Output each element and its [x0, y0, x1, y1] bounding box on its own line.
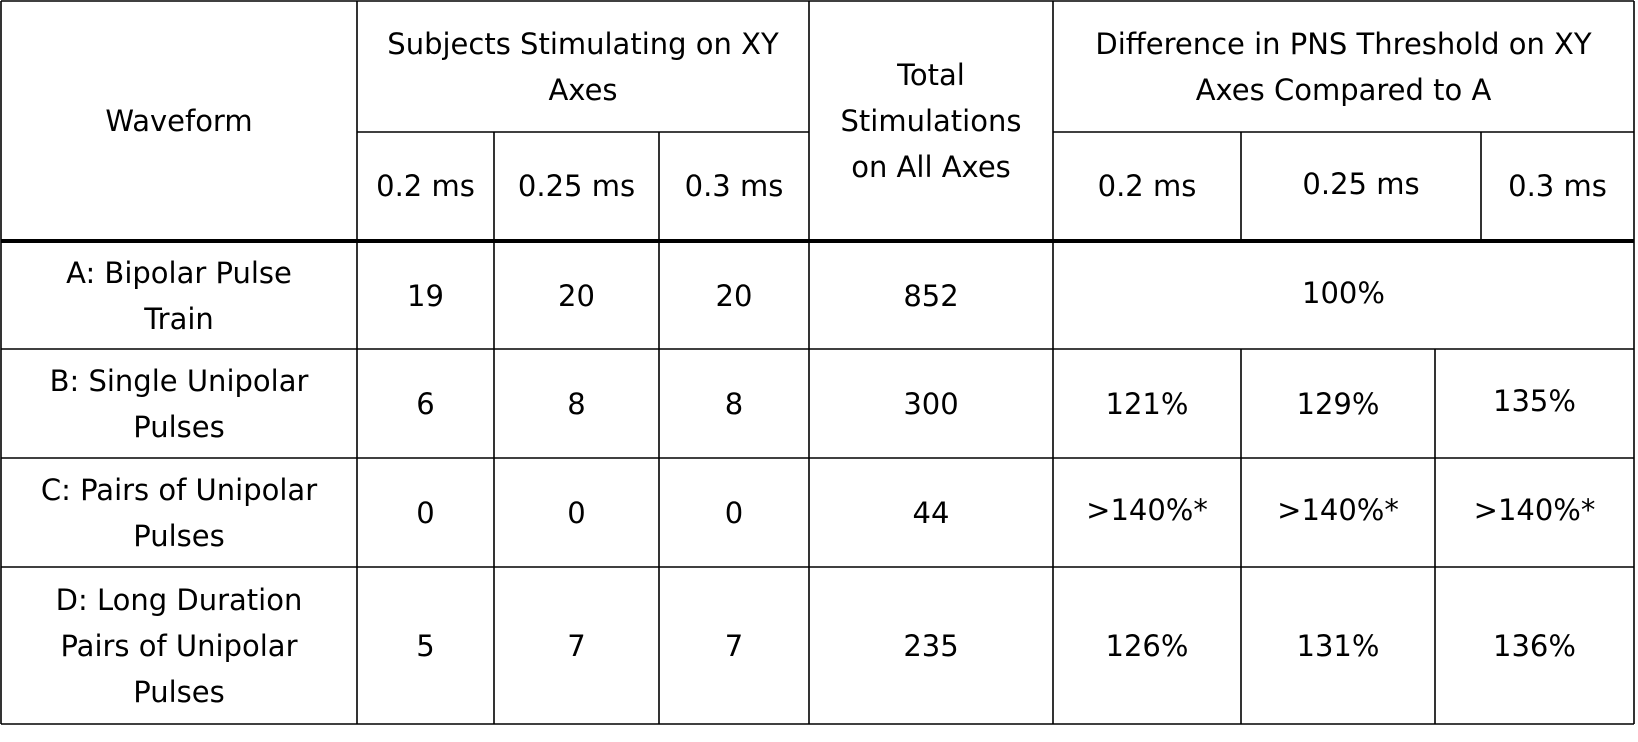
row-b-subjects-0-2ms: 6: [416, 386, 435, 421]
header-waveform: Waveform: [105, 104, 253, 138]
row-c-difference-0-2ms: >140%*: [1086, 492, 1208, 527]
header-subjects-0-3ms: 0.3 ms: [684, 169, 784, 203]
row-d-subjects-0-25ms: 7: [567, 628, 586, 663]
row-c-subjects-0-2ms: 0: [416, 495, 435, 530]
row-b-difference-0-3ms: 135%: [1493, 384, 1576, 418]
row-d-subjects-0-3ms: 7: [724, 628, 744, 663]
row-d-difference-0-3ms: 136%: [1493, 628, 1576, 663]
row-d-subjects-0-2ms: 5: [416, 628, 435, 663]
header-subjects-group: Subjects Stimulating on XY Axes: [387, 26, 779, 107]
row-c-difference-0-3ms: >140%*: [1473, 492, 1596, 527]
row-a-subjects-0-2ms: 19: [407, 279, 444, 313]
header-total-stimulations: Total Stimulations on All Axes: [840, 58, 1022, 184]
row-a-total: 852: [903, 279, 959, 313]
row-b-subjects-0-3ms: 8: [724, 386, 744, 421]
row-c-difference-0-25ms: >140%*: [1277, 492, 1399, 527]
row-c-total: 44: [912, 495, 950, 530]
row-d-waveform: D: Long Duration Pairs of Unipolar Pulse…: [55, 582, 303, 709]
row-b-difference-0-2ms: 121%: [1105, 386, 1189, 421]
header-difference-0-2ms: 0.2 ms: [1097, 169, 1197, 203]
row-a-waveform: A: Bipolar Pulse Train: [66, 256, 292, 336]
row-c-subjects-0-25ms: 0: [567, 495, 586, 530]
row-d-total: 235: [903, 628, 959, 663]
row-b-difference-0-25ms: 129%: [1296, 386, 1380, 421]
header-subjects-0-25ms: 0.25 ms: [517, 169, 636, 203]
row-b-total: 300: [903, 386, 959, 421]
header-difference-0-25ms: 0.25 ms: [1302, 167, 1420, 201]
row-d-difference-0-25ms: 131%: [1296, 628, 1380, 663]
row-a-subjects-0-3ms: 20: [715, 279, 753, 313]
row-b-waveform: B: Single Unipolar Pulses: [49, 363, 309, 444]
header-difference-0-3ms: 0.3 ms: [1508, 169, 1607, 203]
row-b-subjects-0-25ms: 8: [567, 386, 586, 421]
row-a-subjects-0-25ms: 20: [558, 279, 595, 313]
row-c-waveform: C: Pairs of Unipolar Pulses: [40, 472, 318, 553]
row-d-difference-0-2ms: 126%: [1105, 628, 1189, 663]
header-difference-group: Difference in PNS Threshold on XY Axes C…: [1095, 26, 1592, 107]
row-c-subjects-0-3ms: 0: [724, 495, 744, 530]
header-subjects-0-2ms: 0.2 ms: [376, 169, 475, 203]
row-a-difference-merged: 100%: [1302, 276, 1385, 310]
